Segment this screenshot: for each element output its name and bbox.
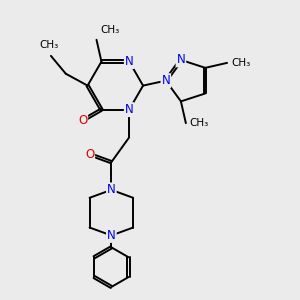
Text: N: N <box>107 229 116 242</box>
Text: CH₃: CH₃ <box>100 25 120 35</box>
Text: O: O <box>78 114 87 127</box>
Text: O: O <box>85 148 94 161</box>
Text: N: N <box>161 74 170 87</box>
Text: N: N <box>176 53 185 66</box>
Text: CH₃: CH₃ <box>39 40 58 50</box>
Text: CH₃: CH₃ <box>190 118 209 128</box>
Text: N: N <box>125 55 134 68</box>
Text: CH₃: CH₃ <box>231 58 250 68</box>
Text: N: N <box>107 183 116 196</box>
Text: N: N <box>125 103 134 116</box>
